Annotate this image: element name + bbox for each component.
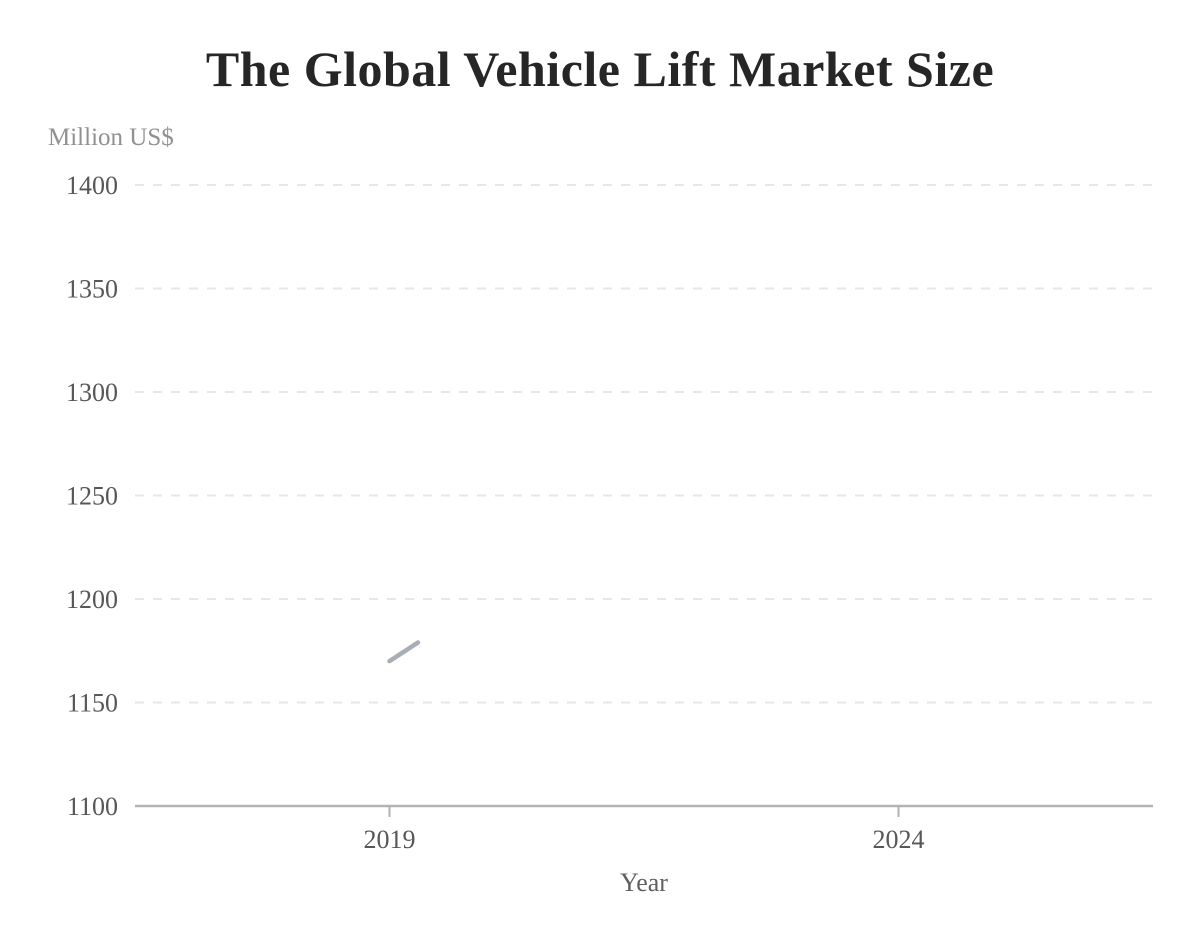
y-tick-label: 1150 [67,689,118,718]
y-tick-label: 1250 [66,482,118,511]
x-tick-label: 2019 [364,825,416,854]
y-tick-label: 1100 [67,792,118,821]
series-line [387,640,421,664]
y-axis-unit-label: Million US$ [48,124,174,151]
y-tick-label: 1200 [66,585,118,614]
y-tick-label: 1400 [66,171,118,200]
chart-title: The Global Vehicle Lift Market Size [205,41,995,97]
y-tick-label: 1300 [66,378,118,407]
y-tick-label: 1350 [66,275,118,304]
x-axis-title: Year [620,868,668,897]
x-tick-label: 2024 [873,825,925,854]
